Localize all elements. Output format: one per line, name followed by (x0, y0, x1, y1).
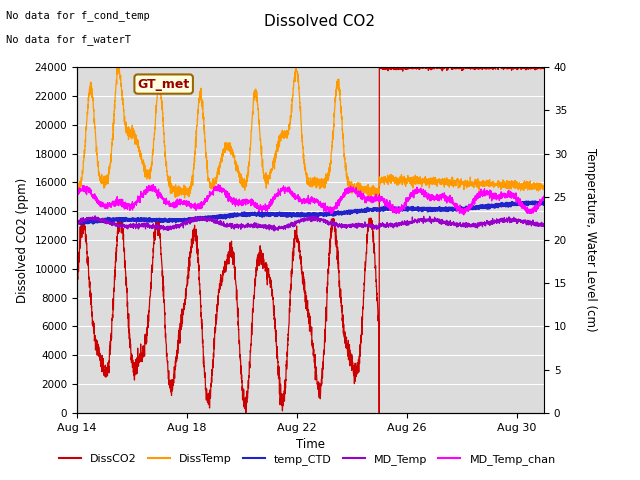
Text: No data for f_cond_temp: No data for f_cond_temp (6, 10, 150, 21)
Text: Dissolved CO2: Dissolved CO2 (264, 14, 376, 29)
X-axis label: Time: Time (296, 438, 325, 451)
Y-axis label: Dissolved CO2 (ppm): Dissolved CO2 (ppm) (16, 178, 29, 302)
Y-axis label: Temperature, Water Level (cm): Temperature, Water Level (cm) (584, 148, 596, 332)
Text: No data for f_waterT: No data for f_waterT (6, 34, 131, 45)
Legend: DissCO2, DissTemp, temp_CTD, MD_Temp, MD_Temp_chan: DissCO2, DissTemp, temp_CTD, MD_Temp, MD… (54, 450, 560, 469)
Text: GT_met: GT_met (138, 78, 190, 91)
